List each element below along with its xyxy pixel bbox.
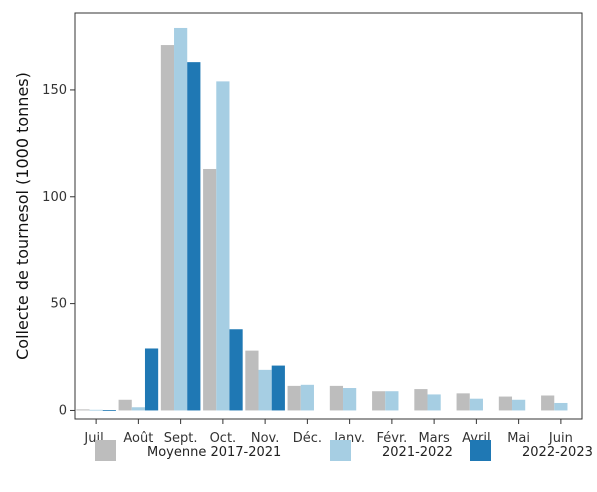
plot-frame: [74, 12, 583, 420]
bar: [160, 45, 175, 411]
legend-swatch: [330, 440, 351, 461]
y-axis-title: Collecte de tournesol (1000 tonnes): [13, 72, 32, 360]
x-tick-label: Sept.: [164, 431, 198, 446]
y-tick-label: 150: [42, 83, 67, 98]
bar: [498, 396, 513, 411]
bar: [512, 399, 526, 411]
legend-swatch: [470, 440, 491, 461]
x-tick-label: Août: [123, 431, 153, 446]
y-tick-label: 0: [59, 403, 67, 418]
x-tick-label: Mai: [507, 431, 530, 446]
bar: [414, 389, 428, 411]
bar: [245, 350, 259, 411]
y-tick-label: 50: [50, 297, 67, 312]
legend-label: Moyenne 2017-2021: [147, 445, 281, 460]
bar: [89, 409, 103, 411]
bar: [229, 329, 243, 411]
bar: [541, 395, 555, 411]
bar: [118, 399, 132, 411]
x-tick-label: Nov.: [251, 431, 280, 446]
bar: [271, 365, 285, 411]
legend-label: 2021-2022: [382, 445, 453, 460]
y-tick-label: 100: [42, 190, 67, 205]
bar: [258, 369, 272, 411]
bar: [329, 385, 344, 411]
legend-label: 2022-2023: [522, 445, 593, 460]
bar: [102, 410, 116, 411]
legend: Moyenne 2017-2021 2021-2022 2022-2023: [95, 440, 593, 461]
x-tick-label: Mars: [418, 431, 450, 446]
bar: [203, 168, 217, 411]
legend-swatch: [95, 440, 116, 461]
x-tick-label: Févr.: [377, 431, 408, 446]
x-tick-label: Oct.: [210, 431, 237, 446]
y-axis: 0 50 100 150: [42, 83, 75, 418]
bar: [385, 391, 399, 411]
bar: [469, 398, 483, 411]
x-tick-label: Juin: [548, 431, 573, 446]
x-axis: Juil. Août Sept. Oct. Nov. Déc. Janv. Févr. Mars…: [83, 419, 573, 446]
x-tick-label: Déc.: [293, 431, 322, 446]
bar: [456, 393, 470, 411]
bar: [554, 402, 568, 411]
bar: [131, 407, 145, 411]
bar: [372, 391, 386, 411]
bars-layer: [76, 27, 568, 411]
bar: [144, 348, 159, 411]
bar: [76, 409, 90, 411]
bar: [216, 81, 230, 411]
bar: [174, 27, 188, 411]
bar: [300, 384, 314, 411]
bar: [427, 394, 441, 411]
bar: [187, 62, 201, 411]
bar: [287, 385, 301, 411]
bar: [343, 388, 357, 411]
